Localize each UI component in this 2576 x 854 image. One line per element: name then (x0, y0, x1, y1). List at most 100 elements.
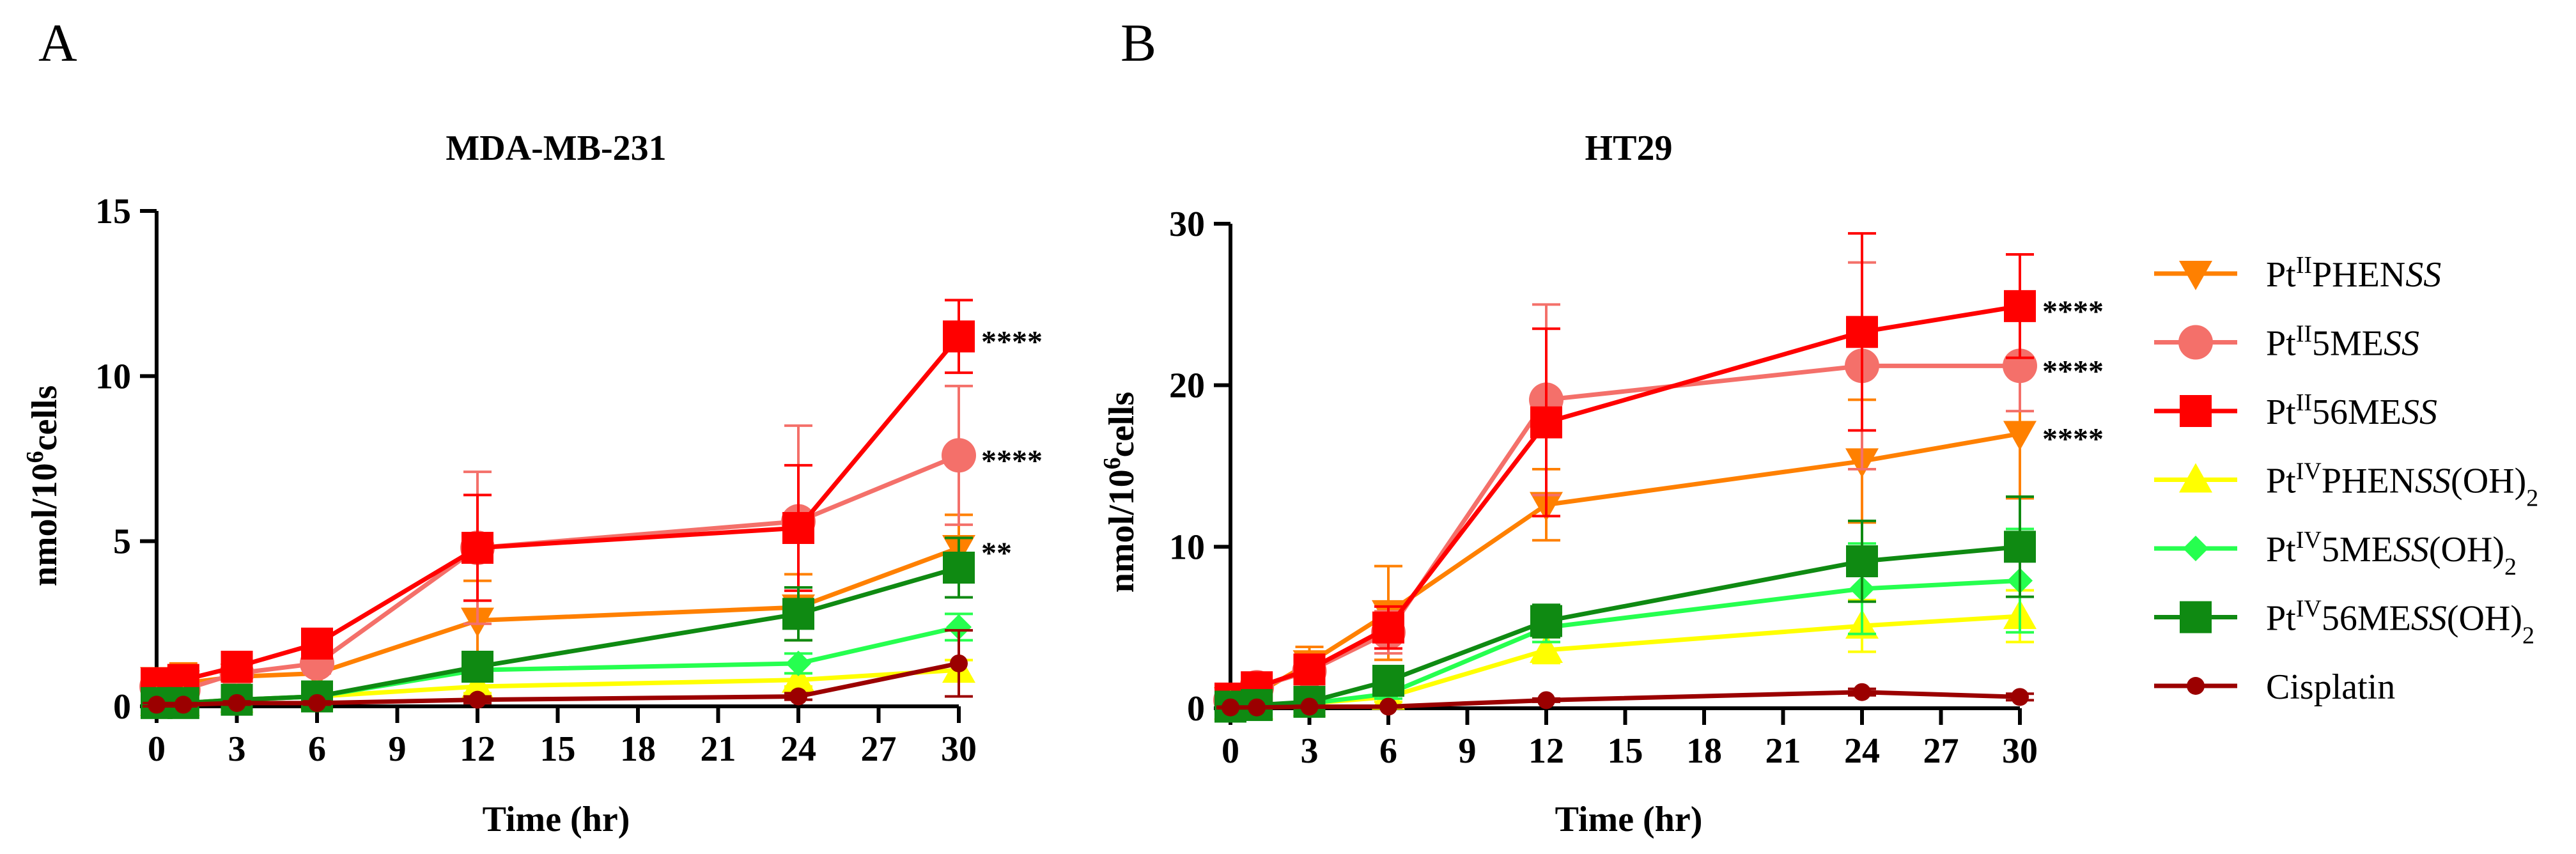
data-point (1300, 697, 1319, 716)
panel-label-b: B (1121, 13, 1156, 73)
data-point (942, 438, 976, 473)
x-tick-label-a: 15 (540, 729, 576, 769)
data-point (1530, 406, 1562, 439)
data-point (221, 651, 253, 683)
series-ptii56mess-b: **** (1214, 232, 2104, 715)
data-point (1846, 545, 1878, 578)
data-point (782, 663, 815, 693)
x-tick-label-b: 27 (1923, 731, 1959, 771)
series-ptii5mess-a: **** (139, 384, 1043, 708)
series-line (156, 545, 960, 686)
data-point (943, 320, 975, 353)
legend-label: PtIIPHENSS (2266, 252, 2441, 295)
series-cisplatin-b (1216, 683, 2034, 717)
series-ptiiphenss-b: **** (1214, 368, 2104, 717)
data-point (174, 695, 192, 714)
y-tick-label-a: 5 (113, 522, 131, 562)
data-point (1846, 316, 1878, 348)
x-tick-label-b: 21 (1765, 731, 1801, 771)
data-point (462, 532, 493, 564)
data-point (1530, 633, 1563, 664)
legend-item-ptii56mess: PtII56MESS (2154, 389, 2437, 432)
x-tick-label-a: 6 (308, 729, 326, 769)
panel-label-a: A (38, 13, 77, 73)
x-tick-label-b: 24 (1844, 731, 1880, 771)
significance-label: **** (981, 444, 1043, 477)
x-axis-label-b: Time (hr) (1555, 800, 1703, 839)
data-point (946, 614, 972, 640)
data-point (2004, 531, 2036, 563)
x-tick-label-b: 6 (1379, 731, 1397, 771)
significance-label: **** (2042, 422, 2104, 456)
data-point (2011, 688, 2029, 706)
legend-label: PtIV5MESS(OH)2 (2266, 527, 2517, 580)
legend-marker (2180, 395, 2212, 427)
legend-item-ptiv56mess-oh-2: PtIV56MESS(OH)2 (2154, 596, 2534, 649)
legend-item-ptiv5mess-oh-2: PtIV5MESS(OH)2 (2154, 527, 2517, 580)
series-cisplatin-a (143, 629, 973, 714)
x-tick-label-b: 18 (1686, 731, 1722, 771)
legend-marker (2187, 677, 2205, 695)
series-line (1230, 544, 2021, 709)
legend-item-ptiiphenss: PtIIPHENSS (2154, 252, 2441, 295)
x-tick-label-a: 30 (941, 729, 977, 769)
data-point (1537, 691, 1555, 710)
data-point (2004, 290, 2036, 322)
chart-title-b: HT29 (1585, 128, 1673, 168)
significance-label: **** (2042, 354, 2104, 388)
x-tick-label-a: 27 (861, 729, 897, 769)
y-tick-label-b: 30 (1169, 205, 1205, 244)
data-point (2003, 421, 2037, 451)
x-tick-label-b: 12 (1528, 731, 1564, 771)
x-tick-label-a: 0 (148, 729, 166, 769)
legend-label: PtIVPHENSS(OH)2 (2266, 458, 2538, 512)
y-tick-label-a: 15 (95, 192, 131, 231)
y-tick-label-a: 10 (95, 357, 131, 396)
data-point (301, 627, 333, 660)
data-point (461, 670, 494, 699)
series-line (157, 625, 959, 706)
x-axis-label-a: Time (hr) (483, 800, 630, 839)
y-tick-label-b: 20 (1169, 366, 1205, 406)
x-tick-label-b: 30 (2002, 731, 2038, 771)
data-point (789, 687, 807, 706)
legend-marker (2180, 601, 2212, 633)
data-point (950, 654, 968, 672)
y-tick-label-b: 10 (1169, 527, 1205, 567)
data-point (1372, 611, 1404, 644)
legend-item-ptii5mess: PtII5MESS (2154, 321, 2419, 364)
legend-label: PtII56MESS (2266, 389, 2437, 432)
data-point (786, 650, 811, 676)
x-tick-label-b: 0 (1222, 731, 1239, 771)
x-tick-label-a: 21 (701, 729, 736, 769)
y-axis-label-b: nmol/106cells (1099, 392, 1142, 593)
data-point (148, 695, 166, 714)
legend: PtIIPHENSS PtII5MESS PtII56MESS PtIVPHENSS(… (2154, 252, 2538, 707)
data-point (1248, 698, 1266, 717)
data-point (228, 694, 246, 712)
data-point (1222, 698, 1239, 717)
y-tick-label-a: 0 (113, 687, 131, 727)
data-point (1379, 697, 1397, 716)
legend-label: Cisplatin (2266, 667, 2395, 707)
chart-title-a: MDA-MB-231 (446, 128, 666, 168)
legend-marker (2178, 325, 2213, 360)
series-line (156, 335, 961, 686)
data-point (469, 690, 486, 709)
x-tick-label-b: 9 (1459, 731, 1477, 771)
significance-label: **** (2042, 295, 2104, 329)
significance-label: ** (981, 536, 1012, 570)
series-line (1230, 431, 2021, 703)
legend-marker (2179, 261, 2212, 290)
data-point (1372, 665, 1404, 697)
data-point (308, 694, 326, 712)
legend-item-cisplatin: Cisplatin (2154, 667, 2395, 707)
data-point (1853, 683, 1871, 701)
x-tick-label-a: 24 (780, 729, 816, 769)
series-ptiv56mess-oh-2-b (1214, 495, 2036, 723)
significance-label: **** (981, 325, 1043, 359)
data-point (1530, 605, 1562, 637)
legend-label: PtIV56MESS(OH)2 (2266, 596, 2534, 649)
